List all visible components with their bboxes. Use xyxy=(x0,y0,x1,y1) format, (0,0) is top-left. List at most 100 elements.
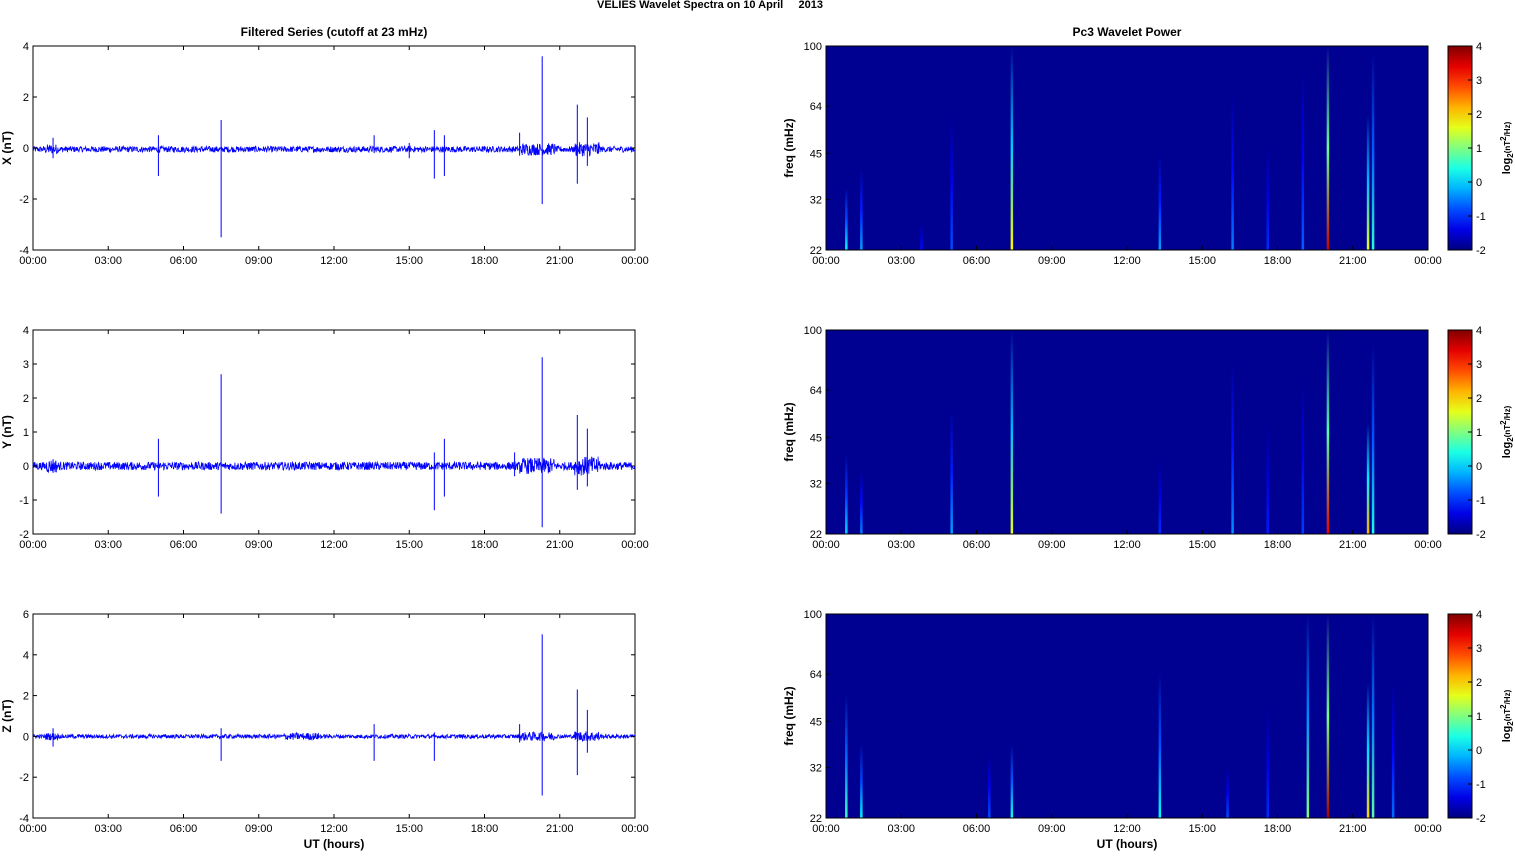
heatmap-background xyxy=(826,330,1428,534)
x-tick-label: 09:00 xyxy=(1038,539,1066,551)
power-streak-11 xyxy=(1366,114,1370,250)
x-tick-label: 03:00 xyxy=(94,823,122,835)
y-axis-label: Y (nT) xyxy=(0,415,14,449)
colorbar: 4 3 2 1 0 -1 -2 log2(nT2/Hz) xyxy=(1447,325,1515,541)
colorbar-tick-label: 1 xyxy=(1476,427,1482,439)
power-streak-12 xyxy=(1371,52,1375,250)
x-tick-label: 21:00 xyxy=(546,539,574,551)
x-tick-label: 15:00 xyxy=(395,539,423,551)
colorbar-tick-label: 2 xyxy=(1476,393,1482,405)
x-tick-label: 03:00 xyxy=(94,539,122,551)
colorbar: 4 3 2 1 0 -1 -2 log2(nT2/Hz) xyxy=(1447,41,1515,257)
x-tick-label: 00:00 xyxy=(621,823,649,835)
power-streak-9 xyxy=(1301,67,1305,250)
x-tick-label: 18:00 xyxy=(471,823,499,835)
power-streak-6 xyxy=(1226,767,1229,818)
power-streak-3 xyxy=(988,755,991,818)
line-panel-1: 420-2-400:00 03:00 06:00 09:00 12:00 15:00 18:… xyxy=(0,41,649,267)
colorbar-tick-label: 3 xyxy=(1476,75,1482,87)
x-tick-label: 15:00 xyxy=(1188,255,1216,267)
power-streak-7 xyxy=(1266,423,1269,534)
colorbar-label: log2(nT2/Hz) xyxy=(1499,121,1515,174)
y-tick-label: -2 xyxy=(19,772,29,784)
x-tick-label: 00:00 xyxy=(19,539,47,551)
y-tick-label: 22 xyxy=(810,813,822,825)
x-tick-label: 12:00 xyxy=(1113,255,1141,267)
power-streak-10 xyxy=(1366,682,1370,818)
colorbar-tick-label: -1 xyxy=(1476,779,1486,791)
colorbar-tick-label: 4 xyxy=(1476,609,1482,621)
x-tick-label: 21:00 xyxy=(1339,539,1367,551)
power-streak-10 xyxy=(1326,46,1330,250)
y-tick-label: -4 xyxy=(19,813,29,825)
x-tick-label: 00:00 xyxy=(621,539,649,551)
x-tick-label: 06:00 xyxy=(963,255,991,267)
power-streak-4 xyxy=(1010,744,1014,818)
x-tick-label: 15:00 xyxy=(1188,539,1216,551)
y-tick-label: 100 xyxy=(804,41,822,53)
power-streak-4 xyxy=(1010,330,1014,534)
power-streak-12 xyxy=(1391,682,1395,818)
power-streak-7 xyxy=(1231,94,1234,251)
colorbar-tick-label: 2 xyxy=(1476,109,1482,121)
y-tick-label: 4 xyxy=(23,325,29,337)
power-streak-6 xyxy=(1158,153,1162,250)
y-tick-label: 3 xyxy=(23,359,29,371)
colorbar-tick-label: 0 xyxy=(1476,461,1482,473)
right-xlabel: UT (hours) xyxy=(1097,837,1158,851)
x-tick-label: 03:00 xyxy=(887,255,915,267)
y-axis-label: freq (mHz) xyxy=(782,686,796,745)
x-tick-label: 00:00 xyxy=(19,255,47,267)
x-tick-label: 12:00 xyxy=(320,255,348,267)
colorbar-tick-label: 1 xyxy=(1476,143,1482,155)
y-axis-label: Z (nT) xyxy=(0,699,14,732)
left-column-title: Filtered Series (cutoff at 23 mHz) xyxy=(241,25,428,39)
power-streak-8 xyxy=(1301,378,1305,534)
power-streak-1 xyxy=(845,453,848,534)
left-xlabel: UT (hours) xyxy=(304,837,365,851)
x-tick-label: 15:00 xyxy=(395,823,423,835)
power-streak-1 xyxy=(845,694,848,818)
colorbar-label: log2(nT2/Hz) xyxy=(1499,405,1515,458)
y-tick-label: 2 xyxy=(23,691,29,703)
y-tick-label: 100 xyxy=(804,609,822,621)
x-tick-label: 00:00 xyxy=(19,823,47,835)
x-tick-label: 06:00 xyxy=(170,539,198,551)
x-tick-label: 12:00 xyxy=(1113,539,1141,551)
plot-frame xyxy=(32,329,636,535)
colorbar-tick-label: -1 xyxy=(1476,211,1486,223)
power-streak-4 xyxy=(950,114,953,250)
power-streak-1 xyxy=(845,187,848,250)
right-column-title: Pc3 Wavelet Power xyxy=(1073,25,1182,39)
x-tick-label: 12:00 xyxy=(1113,823,1141,835)
x-tick-label: 18:00 xyxy=(1264,255,1292,267)
y-tick-label: 4 xyxy=(23,41,29,53)
y-axis-label: freq (mHz) xyxy=(782,118,796,177)
y-tick-label: -4 xyxy=(19,245,29,257)
x-tick-label: 18:00 xyxy=(1264,823,1292,835)
colorbar-tick-label: 1 xyxy=(1476,711,1482,723)
colorbar-tick-label: 0 xyxy=(1476,177,1482,189)
data-line-y xyxy=(32,456,636,476)
x-tick-label: 21:00 xyxy=(1339,823,1367,835)
power-streak-10 xyxy=(1366,423,1370,534)
x-tick-label: 12:00 xyxy=(320,539,348,551)
x-tick-label: 03:00 xyxy=(887,823,915,835)
x-tick-label: 09:00 xyxy=(1038,823,1066,835)
x-tick-label: 00:00 xyxy=(812,539,840,551)
x-tick-label: 03:00 xyxy=(887,539,915,551)
x-tick-label: 06:00 xyxy=(170,823,198,835)
x-tick-label: 09:00 xyxy=(245,539,273,551)
x-tick-label: 21:00 xyxy=(546,255,574,267)
y-tick-label: 4 xyxy=(23,650,29,662)
x-tick-label: 21:00 xyxy=(1339,255,1367,267)
x-tick-label: 21:00 xyxy=(546,823,574,835)
y-tick-label: 64 xyxy=(810,669,822,681)
x-tick-label: 06:00 xyxy=(963,539,991,551)
y-tick-label: 2 xyxy=(23,393,29,405)
y-tick-label: 64 xyxy=(810,385,822,397)
colorbar: 4 3 2 1 0 -1 -2 log2(nT2/Hz) xyxy=(1447,609,1515,825)
x-tick-label: 15:00 xyxy=(1188,823,1216,835)
